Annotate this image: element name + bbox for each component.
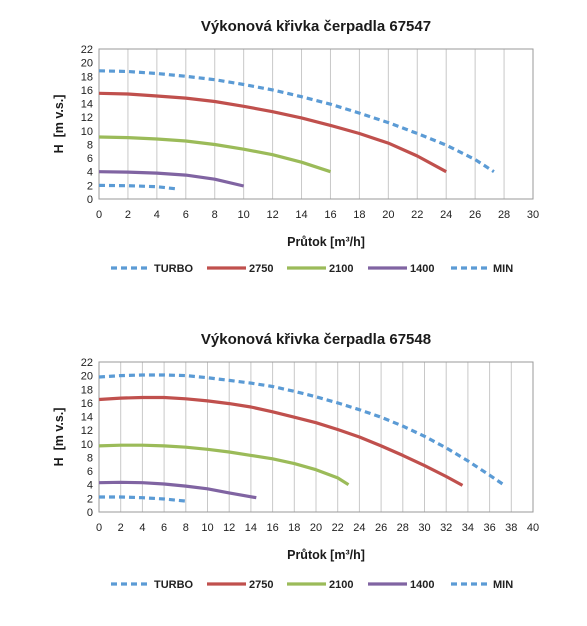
series-line-1400 bbox=[98, 170, 245, 188]
x-tick-label: 24 bbox=[440, 209, 452, 221]
x-tick-label: 34 bbox=[462, 522, 474, 534]
x-tick-label: 0 bbox=[96, 209, 102, 221]
legend-label: 2750 bbox=[249, 263, 273, 275]
x-tick-label: 4 bbox=[154, 209, 160, 221]
y-tick-label: 0 bbox=[87, 507, 93, 519]
x-tick-label: 40 bbox=[527, 522, 539, 534]
y-tick-label: 0 bbox=[87, 194, 93, 206]
y-tick-label: 8 bbox=[87, 139, 93, 151]
series-line-2100 bbox=[98, 443, 350, 487]
series-line-2100 bbox=[98, 135, 331, 174]
y-tick-label: 2 bbox=[87, 180, 93, 192]
y-tick-label: 18 bbox=[81, 71, 93, 83]
x-tick-label: 38 bbox=[505, 522, 517, 534]
x-tick-label: 22 bbox=[332, 522, 344, 534]
legend-label: TURBO bbox=[154, 579, 194, 591]
chart-2: Výkonová křivka čerpadla 675480246810121… bbox=[52, 331, 539, 591]
x-tick-label: 36 bbox=[483, 522, 495, 534]
legend-label: 1400 bbox=[410, 579, 434, 591]
x-tick-label: 14 bbox=[245, 522, 257, 534]
y-axis-label: H [m v.s.] bbox=[52, 408, 66, 467]
x-tick-label: 6 bbox=[161, 522, 167, 534]
series-line-2750 bbox=[98, 395, 464, 487]
x-tick-label: 28 bbox=[498, 209, 510, 221]
legend-label: MIN bbox=[493, 263, 513, 275]
x-tick-label: 18 bbox=[288, 522, 300, 534]
x-tick-label: 20 bbox=[382, 209, 394, 221]
y-tick-label: 10 bbox=[81, 126, 93, 138]
x-tick-label: 26 bbox=[469, 209, 481, 221]
plot-frame bbox=[98, 361, 534, 513]
y-tick-label: 14 bbox=[81, 99, 93, 111]
legend: TURBO 2750 2100 1400 MIN bbox=[111, 263, 513, 275]
x-tick-label: 4 bbox=[139, 522, 145, 534]
y-tick-label: 20 bbox=[81, 58, 93, 70]
x-tick-label: 10 bbox=[238, 209, 250, 221]
series-line-1400 bbox=[98, 480, 257, 500]
y-tick-label: 14 bbox=[81, 412, 93, 424]
legend-label: 2750 bbox=[249, 579, 273, 591]
x-tick-label: 8 bbox=[183, 522, 189, 534]
plot-frame bbox=[98, 48, 534, 200]
y-tick-label: 12 bbox=[81, 425, 93, 437]
series-line-2750 bbox=[98, 91, 447, 174]
series-line-turbo bbox=[98, 69, 495, 174]
y-tick-label: 8 bbox=[87, 452, 93, 464]
x-tick-label: 10 bbox=[201, 522, 213, 534]
x-axis-label: Průtok [m³/h] bbox=[287, 235, 365, 249]
y-tick-label: 16 bbox=[81, 85, 93, 97]
chart-title: Výkonová křivka čerpadla 67548 bbox=[201, 331, 431, 348]
y-tick-label: 6 bbox=[87, 153, 93, 165]
x-tick-label: 20 bbox=[310, 522, 322, 534]
x-tick-label: 30 bbox=[418, 522, 430, 534]
y-tick-label: 12 bbox=[81, 112, 93, 124]
x-tick-label: 0 bbox=[96, 522, 102, 534]
y-axis-label: H [m v.s.] bbox=[52, 95, 66, 154]
x-axis-label: Průtok [m³/h] bbox=[287, 548, 365, 562]
y-tick-label: 6 bbox=[87, 466, 93, 478]
y-tick-label: 18 bbox=[81, 384, 93, 396]
legend-label: TURBO bbox=[154, 263, 194, 275]
x-tick-label: 28 bbox=[397, 522, 409, 534]
x-tick-label: 16 bbox=[324, 209, 336, 221]
y-tick-label: 10 bbox=[81, 439, 93, 451]
chart-title: Výkonová křivka čerpadla 67547 bbox=[201, 18, 431, 35]
x-tick-label: 18 bbox=[353, 209, 365, 221]
x-tick-label: 6 bbox=[183, 209, 189, 221]
x-tick-label: 24 bbox=[353, 522, 365, 534]
x-tick-label: 26 bbox=[375, 522, 387, 534]
legend-label: MIN bbox=[493, 579, 513, 591]
x-tick-label: 14 bbox=[295, 209, 307, 221]
y-tick-label: 16 bbox=[81, 398, 93, 410]
y-tick-label: 4 bbox=[87, 167, 93, 179]
x-tick-label: 22 bbox=[411, 209, 423, 221]
chart-1: Výkonová křivka čerpadla 675470246810121… bbox=[52, 18, 539, 275]
x-tick-label: 8 bbox=[212, 209, 218, 221]
series-line-min bbox=[99, 495, 186, 503]
x-tick-label: 16 bbox=[266, 522, 278, 534]
legend-label: 2100 bbox=[329, 263, 353, 275]
y-tick-label: 20 bbox=[81, 371, 93, 383]
series-line-min bbox=[98, 183, 176, 191]
legend-label: 2100 bbox=[329, 579, 353, 591]
legend-label: 1400 bbox=[410, 263, 434, 275]
x-tick-label: 2 bbox=[125, 209, 131, 221]
x-tick-label: 12 bbox=[223, 522, 235, 534]
y-tick-label: 22 bbox=[81, 44, 93, 56]
x-tick-label: 32 bbox=[440, 522, 452, 534]
y-tick-label: 22 bbox=[81, 357, 93, 369]
x-tick-label: 30 bbox=[527, 209, 539, 221]
y-tick-label: 4 bbox=[87, 480, 93, 492]
legend: TURBO 2750 2100 1400 MIN bbox=[111, 579, 513, 591]
y-tick-label: 2 bbox=[87, 493, 93, 505]
x-tick-label: 2 bbox=[118, 522, 124, 534]
x-tick-label: 12 bbox=[266, 209, 278, 221]
series-line-turbo bbox=[98, 373, 504, 486]
